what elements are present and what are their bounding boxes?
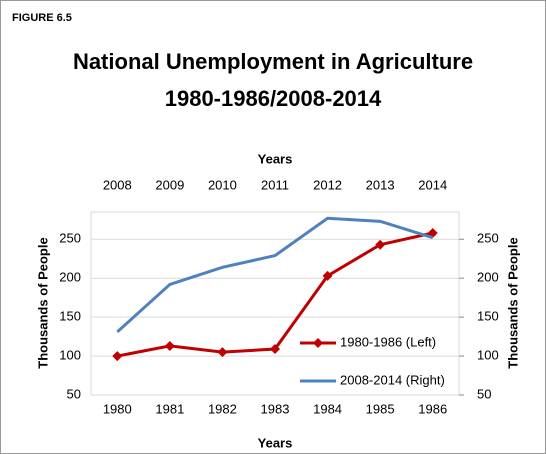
chart-title: National Unemployment in Agriculture [73,49,473,74]
chart-subtitle: 1980-1986/2008-2014 [165,86,382,111]
x-tick-label: 1982 [208,401,237,416]
x-tick-label: 1980 [103,401,132,416]
x-tick-label: 1981 [155,401,184,416]
y2-tick-label: 50 [477,386,491,401]
x-tick-label: 1984 [313,401,342,416]
y-axis-title: Thousands of People [35,237,50,368]
y2-tick-label: 200 [477,270,499,285]
y2-axis-title: Thousands of People [505,237,520,368]
series-line [116,216,434,334]
point-marker [217,347,228,358]
y-tick-label: 150 [59,309,81,324]
legend-marker [313,338,323,348]
x2-axis-title: Years [258,151,293,166]
y-tick-label: 100 [59,348,81,363]
figure-label: FIGURE 6.5 [12,12,72,24]
legend-label: 1980-1986 (Left) [340,334,436,349]
x2-tick-label: 2010 [208,177,237,192]
y-tick-label: 250 [59,231,81,246]
point-marker [112,351,123,362]
point-marker [164,340,175,351]
y2-tick-label: 100 [477,348,499,363]
x2-tick-label: 2008 [103,177,132,192]
x-tick-label: 1986 [418,401,447,416]
x-axis-title: Years [258,435,293,450]
x2-tick-label: 2011 [261,177,289,192]
point-marker [270,344,280,355]
x2-tick-label: 2013 [366,177,395,192]
y2-tick-label: 250 [477,231,499,246]
x2-tick-label: 2009 [155,177,184,192]
x2-tick-label: 2014 [418,177,447,192]
y-tick-label: 200 [59,270,81,285]
x-tick-label: 1985 [366,401,395,416]
legend-label: 2008-2014 (Right) [340,372,445,387]
point-marker [322,270,333,281]
y2-tick-label: 150 [477,309,499,324]
x-tick-label: 1983 [261,401,290,416]
point-marker [375,239,386,250]
x2-tick-label: 2012 [313,177,342,192]
y-tick-label: 50 [67,386,81,401]
